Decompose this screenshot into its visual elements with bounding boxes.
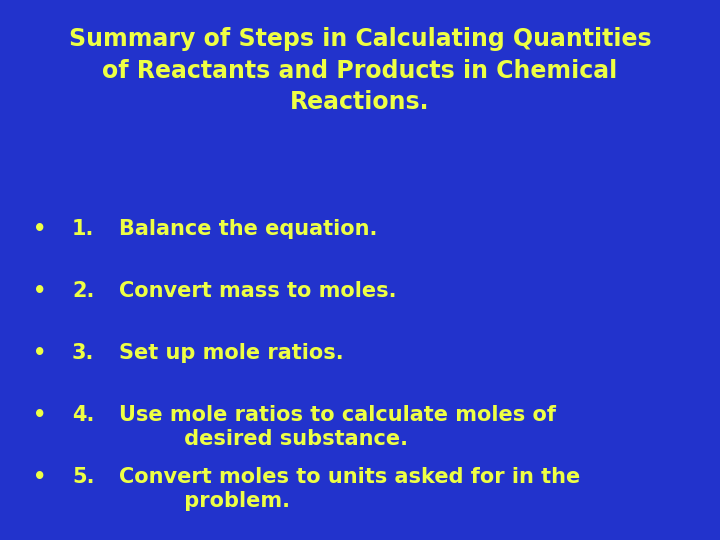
Text: Set up mole ratios.: Set up mole ratios. (119, 343, 343, 363)
Text: •: • (33, 405, 46, 425)
Text: Convert mass to moles.: Convert mass to moles. (119, 281, 396, 301)
Text: 5.: 5. (72, 467, 94, 487)
Text: •: • (33, 281, 46, 301)
Text: 3.: 3. (72, 343, 94, 363)
Text: •: • (33, 343, 46, 363)
Text: Summary of Steps in Calculating Quantities
of Reactants and Products in Chemical: Summary of Steps in Calculating Quantiti… (68, 27, 652, 114)
Text: Use mole ratios to calculate moles of
         desired substance.: Use mole ratios to calculate moles of de… (119, 405, 556, 449)
Text: •: • (33, 219, 46, 239)
Text: 1.: 1. (72, 219, 94, 239)
Text: 2.: 2. (72, 281, 94, 301)
Text: 4.: 4. (72, 405, 94, 425)
Text: Convert moles to units asked for in the
         problem.: Convert moles to units asked for in the … (119, 467, 580, 511)
Text: •: • (33, 467, 46, 487)
Text: Balance the equation.: Balance the equation. (119, 219, 377, 239)
